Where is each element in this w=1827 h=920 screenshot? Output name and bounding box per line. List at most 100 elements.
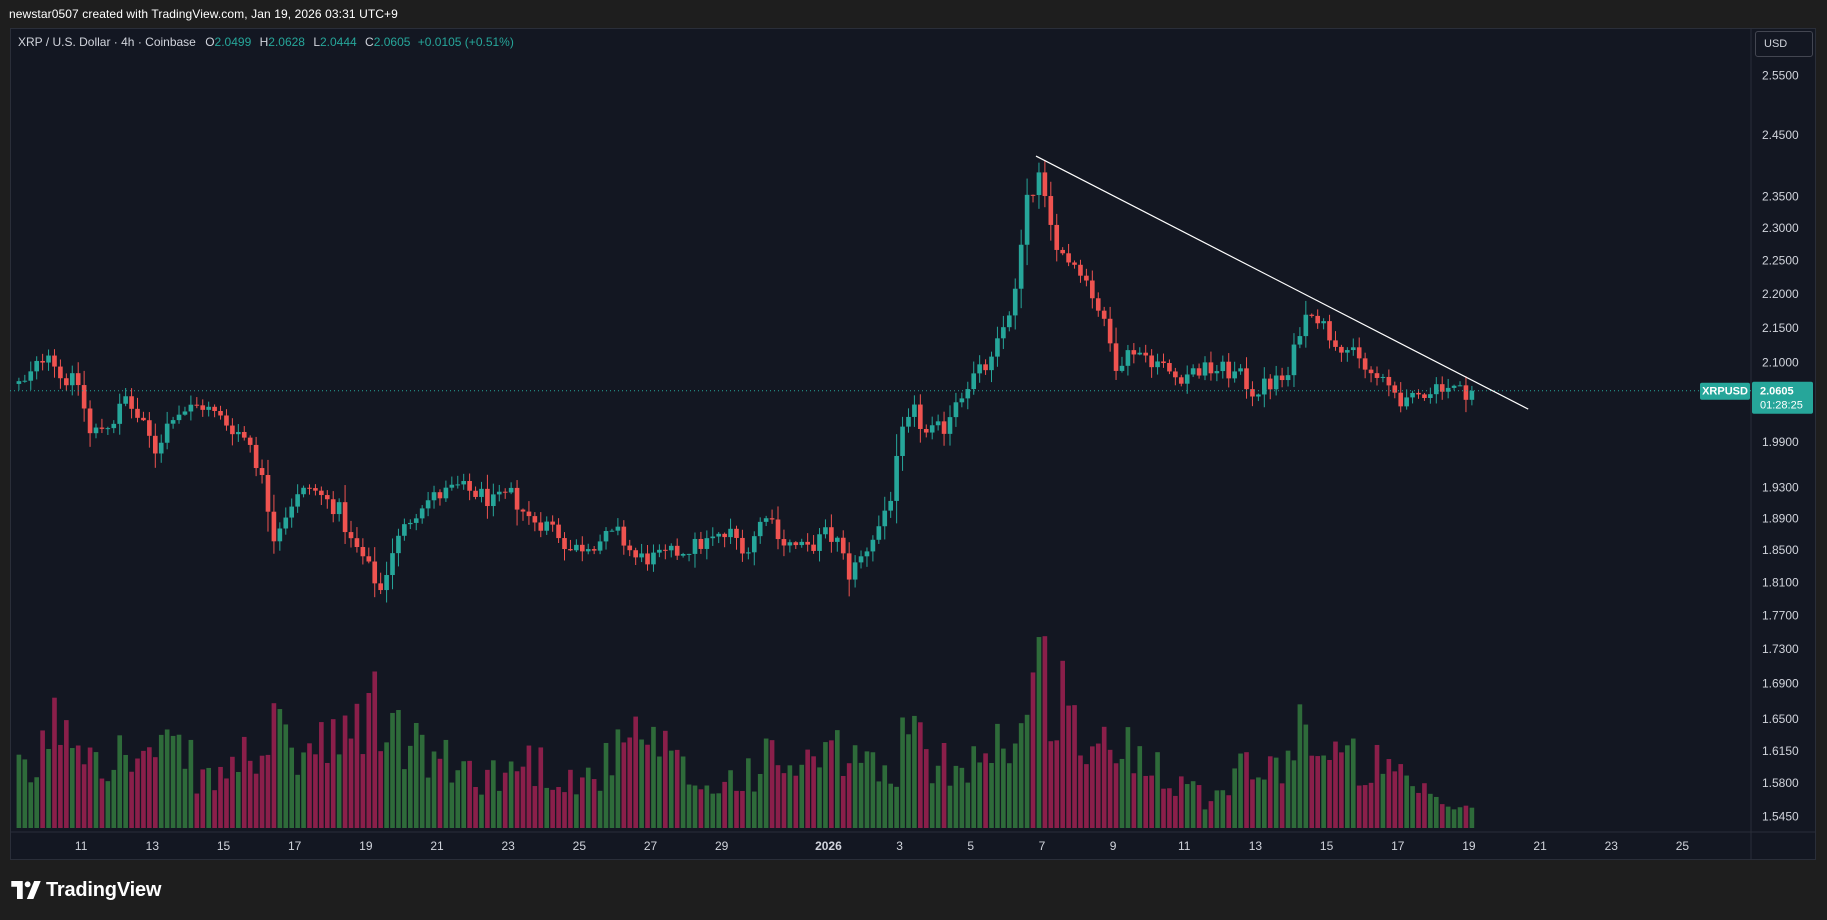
candle-body xyxy=(983,364,988,371)
volume-bar xyxy=(360,754,366,828)
candle-body xyxy=(58,366,63,379)
volume-bar xyxy=(1155,752,1160,828)
volume-bar xyxy=(342,715,348,828)
tradingview-logo[interactable]: TradingView xyxy=(11,879,161,901)
candle-body xyxy=(1333,340,1338,347)
volume-bar xyxy=(965,782,971,828)
time-tick-label: 13 xyxy=(1249,839,1263,853)
volume-bar xyxy=(1309,755,1315,828)
candle-body xyxy=(152,435,158,454)
volume-bar xyxy=(390,712,395,828)
candle-body xyxy=(1072,262,1077,265)
volume-bar xyxy=(787,765,793,828)
candle-body xyxy=(556,524,561,539)
volume-bar xyxy=(461,761,467,828)
price-tick-label: 2.2500 xyxy=(1762,254,1799,268)
candle-body xyxy=(1084,275,1089,281)
volume-bar xyxy=(763,738,769,828)
volume-bar xyxy=(336,754,342,828)
price-tick-label: 2.2000 xyxy=(1762,287,1799,301)
candle-body xyxy=(1339,346,1344,353)
candle-body xyxy=(1297,336,1303,345)
candle-body xyxy=(817,534,822,551)
close-value: 2.0605 xyxy=(373,35,411,49)
candle-body xyxy=(342,502,348,533)
candle-body xyxy=(467,481,472,491)
candle-body xyxy=(787,542,793,546)
candle-body xyxy=(271,511,277,542)
trendline xyxy=(1035,155,1529,410)
candle-body xyxy=(319,490,324,496)
candle-body xyxy=(1321,321,1326,324)
volume-bar xyxy=(307,743,312,828)
currency-button[interactable]: USD xyxy=(1755,31,1813,57)
volume-bar xyxy=(1125,727,1131,828)
volume-bar xyxy=(953,765,959,828)
candle-body xyxy=(532,516,538,523)
candle-body xyxy=(22,380,28,382)
candle-body xyxy=(989,356,994,371)
volume-bar xyxy=(147,747,152,828)
volume-bar xyxy=(289,747,295,828)
volume-bar xyxy=(1119,758,1125,828)
volume-bar xyxy=(912,715,917,828)
candle-body xyxy=(965,389,971,399)
candle-body xyxy=(241,431,247,438)
volume-bar xyxy=(194,793,200,828)
volume-bar xyxy=(1315,756,1321,828)
candle-body xyxy=(876,526,882,540)
candle-body xyxy=(923,428,929,433)
volume-bar xyxy=(1244,752,1249,828)
candle-body xyxy=(704,538,710,549)
candle-body xyxy=(514,487,520,510)
candle-body xyxy=(1095,298,1101,311)
candle-body xyxy=(147,420,152,436)
volume-bar xyxy=(514,771,520,828)
candle-body xyxy=(1137,352,1143,355)
volume-bar xyxy=(188,739,194,828)
volume-bar xyxy=(1184,784,1190,828)
price-tick-label: 2.5500 xyxy=(1762,69,1799,83)
volume-bar xyxy=(817,767,822,828)
candle-body xyxy=(117,403,123,424)
price-tick-label: 1.9900 xyxy=(1762,435,1799,449)
candle-body xyxy=(550,521,555,525)
volume-bar xyxy=(769,740,775,828)
candle-body xyxy=(538,522,544,531)
volume-bar xyxy=(1451,809,1457,828)
volume-bar xyxy=(989,762,994,828)
candle-body xyxy=(1066,253,1071,263)
low-label: L xyxy=(313,35,320,49)
candle-body xyxy=(449,484,455,488)
time-tick-label: 25 xyxy=(1676,839,1690,853)
candle-body xyxy=(360,547,366,557)
volume-bar xyxy=(419,734,425,828)
candle-body xyxy=(390,553,395,576)
volume-bar xyxy=(852,745,858,828)
candle-body xyxy=(164,423,170,443)
candle-body xyxy=(1433,384,1439,395)
candle-body xyxy=(81,385,87,409)
volume-bar xyxy=(253,773,259,828)
candle-body xyxy=(34,360,40,372)
symbol-name[interactable]: XRP / U.S. Dollar · 4h · Coinbase xyxy=(18,35,196,49)
candle-body xyxy=(1410,392,1415,398)
candle-body xyxy=(651,552,656,565)
volume-bar xyxy=(1457,807,1463,828)
volume-bar xyxy=(378,751,383,828)
volume-bar xyxy=(751,791,757,828)
candle-body xyxy=(265,475,271,512)
volume-bar xyxy=(793,775,799,828)
candle-body xyxy=(1036,172,1042,196)
volume-bar xyxy=(1149,775,1154,828)
volume-bar xyxy=(313,754,318,828)
candle-body xyxy=(1285,375,1291,381)
volume-bar xyxy=(1445,806,1451,828)
candle-body xyxy=(1184,374,1190,384)
candle-body xyxy=(627,545,633,551)
volume-bar xyxy=(16,754,22,828)
candle-body xyxy=(781,539,787,546)
candle-body xyxy=(1244,368,1249,390)
volume-bar xyxy=(585,767,591,828)
